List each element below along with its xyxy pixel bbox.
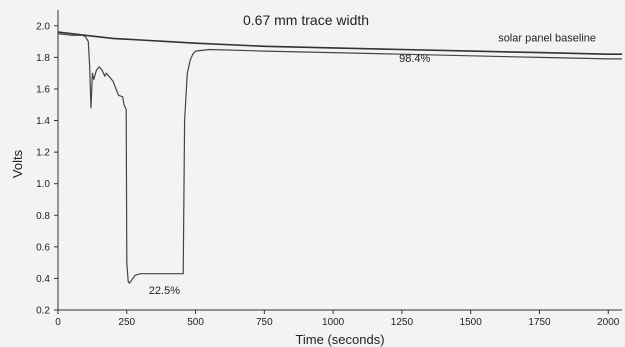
annotation-label: 98.4% bbox=[399, 53, 430, 65]
y-tick-label: 1.6 bbox=[36, 84, 50, 95]
y-tick-label: 2.0 bbox=[36, 21, 50, 32]
chart-title: 0.67 mm trace width bbox=[243, 12, 369, 28]
x-tick-label: 1750 bbox=[528, 317, 551, 328]
y-axis-label: Volts bbox=[10, 149, 25, 178]
series-line-trace bbox=[57, 33, 622, 284]
x-tick-label: 0 bbox=[55, 317, 61, 328]
y-tick-label: 0.2 bbox=[36, 306, 50, 317]
x-tick-label: 250 bbox=[118, 317, 135, 328]
x-tick-label: 750 bbox=[256, 317, 273, 328]
annotation-label: solar panel baseline bbox=[498, 33, 596, 45]
y-tick-label: 1.0 bbox=[36, 179, 50, 190]
y-tick-label: 0.4 bbox=[36, 274, 50, 285]
series-group bbox=[57, 31, 622, 284]
annotations: solar panel baseline 98.4% 22.5% bbox=[149, 33, 596, 298]
x-tick-label: 1250 bbox=[391, 317, 414, 328]
y-tick-label: 1.4 bbox=[36, 116, 50, 127]
x-tick-label: 500 bbox=[187, 317, 204, 328]
x-axis-label: Time (seconds) bbox=[295, 332, 384, 347]
y-tick-label: 1.8 bbox=[36, 53, 50, 64]
x-tick-label: 2000 bbox=[597, 317, 620, 328]
y-axis-ticks: 0.2 0.4 0.6 0.8 1.0 1.2 1.4 1.6 1.8 2.0 bbox=[36, 21, 58, 317]
x-tick-label: 1500 bbox=[460, 317, 483, 328]
annotation-label: 22.5% bbox=[149, 285, 180, 297]
y-tick-label: 0.6 bbox=[36, 242, 50, 253]
series-line-baseline bbox=[57, 31, 622, 56]
y-tick-label: 1.2 bbox=[36, 148, 50, 159]
x-axis-ticks: 0 250 500 750 1000 1250 1500 1750 2000 bbox=[55, 310, 620, 328]
x-tick-label: 1000 bbox=[322, 317, 345, 328]
plot-area bbox=[57, 10, 622, 311]
y-tick-label: 0.8 bbox=[36, 211, 50, 222]
